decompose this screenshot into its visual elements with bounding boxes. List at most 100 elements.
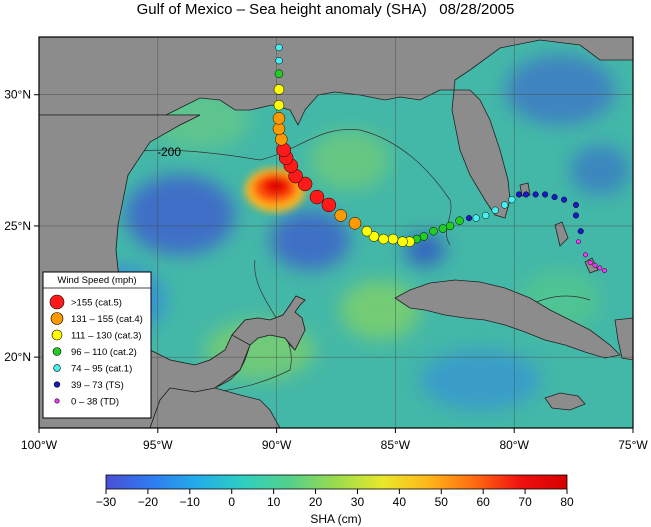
track-point <box>542 191 549 198</box>
legend-item-label: >155 (cat.5) <box>71 298 122 309</box>
track-point <box>309 189 325 205</box>
track-point <box>387 233 399 245</box>
track-point <box>491 206 499 214</box>
legend-marker <box>49 294 65 310</box>
chart-title: Gulf of Mexico – Sea height anomaly (SHA… <box>136 1 515 18</box>
colorbar-label: SHA (cm) <box>310 512 361 526</box>
wind-speed-legend: Wind Speed (mph) >155 (cat.5) 131 – 155 (… <box>42 271 152 419</box>
track-point <box>272 112 286 125</box>
lon-tick-label: 80°W <box>499 438 529 452</box>
land-jamaica <box>544 392 586 411</box>
colorbar-tick-label: 10 <box>267 495 281 509</box>
track-point <box>275 43 283 52</box>
colorbar-tick-label: 60 <box>477 495 491 509</box>
lat-tick-label: 25°N <box>4 219 31 233</box>
gridlines <box>39 37 633 428</box>
land-yucatan <box>231 295 306 351</box>
track-point <box>572 201 580 208</box>
hurricane-track <box>272 43 607 274</box>
colorbar-tick-label: 40 <box>393 495 407 509</box>
track-point <box>523 191 530 198</box>
track-point <box>272 122 286 136</box>
colorbar-scale <box>105 474 568 490</box>
track-point <box>587 260 593 266</box>
track-point <box>551 194 558 201</box>
track-point <box>275 133 288 146</box>
track-point <box>583 252 588 258</box>
axis-labels: 100°W 95°W 90°W 85°W 80°W 75°W 30°N 25°N 20°N <box>4 88 648 452</box>
land-cuba <box>394 279 621 359</box>
track-point <box>501 201 509 209</box>
track-point <box>348 217 362 230</box>
legend-title: Wind Speed (mph) <box>57 275 136 286</box>
track-point <box>419 232 429 241</box>
land-bahamas-1 <box>554 221 569 247</box>
track-point <box>572 212 580 219</box>
lon-tick-label: 85°W <box>381 438 411 452</box>
colorbar-tick-label: 20 <box>309 495 323 509</box>
track-point <box>597 265 603 271</box>
track-point <box>482 211 490 220</box>
lon-tick-label: 100°W <box>21 438 58 452</box>
land-central-america <box>149 387 281 428</box>
track-point <box>273 99 285 111</box>
legend-marker <box>53 364 61 372</box>
track-point <box>321 197 337 213</box>
track-point <box>602 268 607 274</box>
legend-item-label: 0 – 38 (TD) <box>71 397 119 408</box>
track-point <box>577 228 584 235</box>
sha-field <box>75 55 630 410</box>
lon-tick-label: 75°W <box>618 438 648 452</box>
track-point <box>592 262 598 268</box>
lat-tick-label: 20°N <box>4 350 31 364</box>
land-hispaniola <box>614 317 633 361</box>
track-point <box>508 196 516 204</box>
map-area: -200 <box>39 37 633 428</box>
legend-marker <box>50 312 64 325</box>
track-point <box>297 176 313 192</box>
track-point <box>532 191 539 198</box>
colorbar-tick-label: −20 <box>138 495 159 509</box>
track-point <box>361 225 373 237</box>
track-point <box>466 215 473 222</box>
colorbar-tick-label: 30 <box>351 495 365 509</box>
track-point <box>378 233 389 245</box>
track-point <box>455 216 464 225</box>
legend-marker <box>52 347 62 356</box>
legend-item-label: 111 – 130 (cat.3) <box>71 331 141 342</box>
legend-marker <box>51 329 63 341</box>
track-point <box>429 226 438 236</box>
legend-marker <box>54 398 60 404</box>
colorbar-tick-label: −10 <box>180 495 201 509</box>
colorbar-tick-label: 0 <box>228 495 235 509</box>
axis-ticks <box>34 94 634 433</box>
track-point <box>445 221 455 231</box>
track-point <box>438 224 448 233</box>
track-point <box>273 84 285 95</box>
track-point <box>575 239 581 245</box>
track-point <box>472 214 480 222</box>
lon-tick-label: 90°W <box>262 438 292 452</box>
track-point <box>274 69 284 78</box>
legend-item-label: 74 – 95 (cat.1) <box>71 364 132 375</box>
track-point <box>334 209 348 222</box>
legend-item-label: 96 – 110 (cat.2) <box>71 347 137 358</box>
track-point <box>368 231 380 242</box>
map-frame <box>38 36 634 429</box>
colorbar: −30 −20 −10 0 10 20 30 40 50 60 70 80 SHA (cm) <box>96 474 574 526</box>
colorbar-tick-label: 70 <box>518 495 532 509</box>
legend-item-label: 39 – 73 (TS) <box>71 380 124 391</box>
colorbar-tick-label: −30 <box>96 495 117 509</box>
contour-label: -200 <box>157 145 181 159</box>
track-point <box>397 236 408 247</box>
colorbar-tick-label: 80 <box>560 495 574 509</box>
track-point <box>275 56 283 65</box>
lat-tick-label: 30°N <box>4 88 31 102</box>
colorbar-tick-label: 50 <box>435 495 449 509</box>
track-point <box>515 191 523 198</box>
lon-tick-label: 95°W <box>143 438 173 452</box>
legend-item-label: 131 – 155 (cat.4) <box>71 314 143 325</box>
legend-marker <box>53 381 61 388</box>
track-point <box>561 196 568 203</box>
